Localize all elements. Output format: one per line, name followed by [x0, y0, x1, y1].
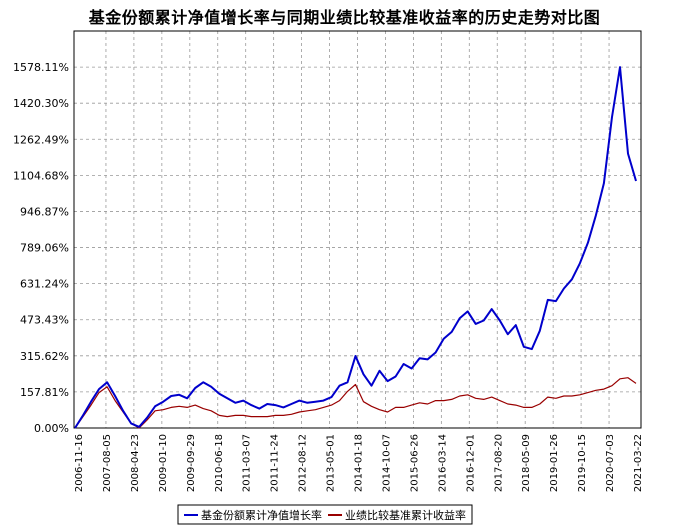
series-line-benchmark — [74, 377, 637, 429]
x-tick-label: 2018-05-09 — [521, 434, 532, 492]
x-tick-label: 2008-04-23 — [130, 434, 141, 492]
x-tick-label: 2020-07-03 — [605, 434, 616, 492]
x-tick-label: 2011-03-07 — [242, 434, 253, 492]
y-tick-label: 1420.30% — [13, 97, 69, 110]
x-tick-label: 2014-01-18 — [354, 434, 365, 492]
x-tick-label: 2019-01-26 — [549, 434, 560, 492]
x-tick-label: 2016-12-01 — [465, 434, 476, 492]
y-tick-label: 1578.11% — [13, 61, 69, 74]
x-tick-label: 2013-05-01 — [326, 434, 337, 492]
y-tick-label: 946.87% — [20, 205, 69, 218]
x-tick-label: 2014-10-07 — [381, 434, 392, 492]
plot-frame — [73, 30, 642, 429]
x-tick-label: 2009-01-10 — [158, 434, 169, 492]
legend-label-benchmark: 业绩比较基准累计收益率 — [345, 508, 466, 522]
x-tick-label: 2016-03-14 — [437, 434, 448, 492]
x-tick-label: 2007-08-05 — [102, 434, 113, 492]
series-line-fund — [74, 66, 637, 429]
grid-layer — [74, 31, 641, 428]
series-layer — [74, 66, 637, 429]
y-tick-label: 473.43% — [20, 314, 69, 327]
x-tick-label: 2010-06-18 — [214, 434, 225, 492]
x-tick-label: 2021-03-22 — [633, 434, 644, 492]
y-tick-label: 789.06% — [20, 242, 69, 255]
y-axis-ticks: 0.00% 157.81% 315.62% 473.43% 631.24% 789.06%… — [13, 61, 69, 435]
y-tick-label: 157.81% — [20, 386, 69, 399]
legend: 基金份额累计净值增长率 业绩比较基准累计收益率 — [177, 504, 473, 525]
x-tick-label: 2017-08-20 — [493, 434, 504, 492]
x-tick-label: 2015-06-26 — [409, 434, 420, 492]
y-tick-label: 0.00% — [34, 422, 69, 435]
chart-title: 基金份额累计净值增长率与同期业绩比较基准收益率的历史走势对比图 — [88, 8, 601, 27]
y-tick-label: 315.62% — [20, 350, 69, 363]
legend-box — [177, 504, 473, 525]
x-tick-label: 2006-11-16 — [74, 434, 85, 492]
x-tick-label: 2019-10-15 — [577, 434, 588, 492]
x-tick-label: 2012-08-12 — [298, 434, 309, 492]
y-tick-label: 1104.68% — [13, 169, 69, 182]
x-tick-label: 2009-09-29 — [186, 434, 197, 492]
x-tick-label: 2011-11-24 — [270, 434, 281, 492]
y-tick-label: 631.24% — [20, 278, 69, 291]
x-axis-ticks: 2006-11-16 2007-08-05 2008-04-23 2009-01-10… — [74, 434, 644, 492]
y-tick-label: 1262.49% — [13, 133, 69, 146]
legend-label-fund: 基金份额累计净值增长率 — [201, 508, 322, 522]
